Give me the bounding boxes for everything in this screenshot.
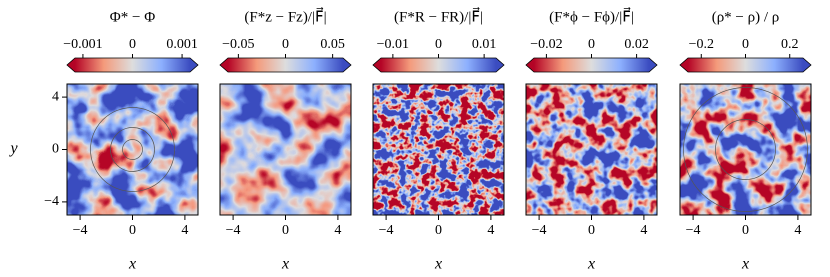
x-tick-label: 0	[588, 223, 595, 238]
colorbar-extend-low	[220, 58, 228, 72]
y-tick-label: −4	[44, 194, 59, 209]
colorbar	[688, 58, 803, 72]
heatmap-image	[67, 84, 198, 215]
colorbar	[75, 58, 190, 72]
colorbar-outline	[219, 57, 352, 73]
colorbar-tick-label: 0	[588, 37, 595, 52]
panel: −4 0 4 x −0.05 0 0.05 (F*z − Fz)/|F⃗|	[219, 7, 352, 273]
contour	[683, 87, 808, 212]
colorbar-extend-low	[373, 58, 381, 72]
heatmap-image	[373, 84, 504, 215]
colorbar	[381, 58, 496, 72]
x-tick-label: 4	[487, 223, 494, 238]
panel-title: Φ* − Φ	[110, 9, 155, 25]
y-tick-label: 0	[52, 142, 59, 157]
panel-title: (ρ* − ρ) / ρ	[712, 9, 780, 25]
colorbar-extend-low	[680, 58, 688, 72]
colorbar-extend-low	[526, 58, 534, 72]
heatmap-image	[220, 84, 351, 215]
contour	[90, 107, 175, 192]
panel: −4 0 4 x −0.01 0 0.01 (F*R − FR)/|F⃗|	[372, 7, 505, 273]
x-tick-label: 0	[282, 223, 289, 238]
colorbar-extend-low	[67, 58, 75, 72]
colorbar-outline	[679, 57, 812, 73]
x-axis-label: x	[741, 256, 749, 273]
colorbar-tick-label: 0	[435, 37, 442, 52]
colorbar-outline	[372, 57, 505, 73]
panel-title: (F*R − FR)/|F⃗|	[394, 7, 483, 26]
x-tick-label: −4	[226, 223, 241, 238]
colorbar-tick-label: −0.01	[377, 37, 409, 52]
colorbar-tick-label: −0.001	[63, 37, 102, 52]
colorbar-extend-high	[649, 58, 657, 72]
panel: −4 0 4 x 4 0 −4 y −0.001 0 0.001 Φ* − Φ	[8, 9, 199, 273]
colorbar	[534, 58, 649, 72]
y-tick-label: 4	[52, 89, 59, 104]
colorbar-extend-high	[343, 58, 351, 72]
contour	[110, 127, 155, 172]
x-tick-label: 0	[129, 223, 136, 238]
panel: −4 0 4 x −0.02 0 0.02 (F*ϕ − Fϕ)/|F⃗|	[525, 7, 658, 273]
x-axis-label: x	[281, 256, 289, 273]
x-tick-label: 0	[435, 223, 442, 238]
heatmap-image	[680, 84, 811, 215]
colorbar-tick-label: −0.2	[689, 37, 714, 52]
colorbar-tick-label: 0.05	[320, 37, 345, 52]
colorbar	[228, 58, 343, 72]
panel-title: (F*z − Fz)/|F⃗|	[244, 7, 326, 26]
x-tick-label: 4	[334, 223, 341, 238]
x-tick-label: 4	[640, 223, 647, 238]
colorbar-tick-label: −0.05	[222, 37, 254, 52]
colorbar-outline	[66, 57, 199, 73]
colorbar-tick-label: −0.02	[530, 37, 562, 52]
x-tick-label: −4	[686, 223, 701, 238]
colorbar-extend-high	[496, 58, 504, 72]
colorbar-tick-label: 0	[129, 37, 136, 52]
x-tick-label: 4	[181, 223, 188, 238]
colorbar-tick-label: 0.001	[166, 37, 198, 52]
panel: −4 0 4 x −0.2 0 0.2(ρ* − ρ) / ρ	[679, 9, 812, 273]
x-tick-label: −4	[532, 223, 547, 238]
colorbar-extend-high	[190, 58, 198, 72]
colorbar-extend-high	[803, 58, 811, 72]
x-tick-label: 4	[794, 223, 801, 238]
y-axis-label: y	[8, 140, 18, 157]
colorbar-tick-label: 0	[282, 37, 289, 52]
colorbar-tick-label: 0.01	[472, 37, 497, 52]
x-axis-label: x	[128, 256, 136, 273]
colorbar-tick-label: 0	[742, 37, 749, 52]
colorbar-outline	[525, 57, 658, 73]
panel-title: (F*ϕ − Fϕ)/|F⃗|	[549, 7, 634, 26]
x-tick-label: −4	[379, 223, 394, 238]
contour	[122, 139, 143, 160]
x-axis-label: x	[434, 256, 442, 273]
colorbar-tick-label: 0.2	[781, 37, 799, 52]
x-axis-label: x	[587, 256, 595, 273]
x-tick-label: −4	[73, 223, 88, 238]
x-tick-label: 0	[742, 223, 749, 238]
colorbar-tick-label: 0.02	[624, 37, 649, 52]
contour	[715, 119, 776, 180]
heatmap-image	[526, 84, 657, 215]
